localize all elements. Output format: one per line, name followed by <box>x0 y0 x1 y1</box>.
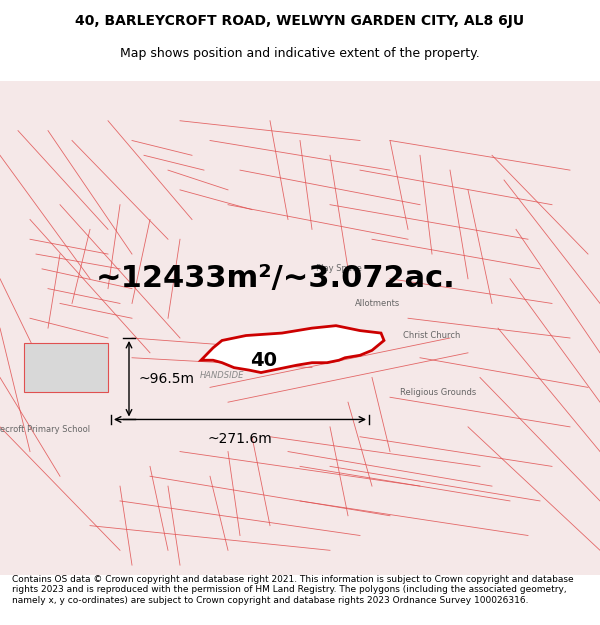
Text: Religious Grounds: Religious Grounds <box>400 388 476 397</box>
Text: 40, BARLEYCROFT ROAD, WELWYN GARDEN CITY, AL8 6JU: 40, BARLEYCROFT ROAD, WELWYN GARDEN CITY… <box>76 14 524 28</box>
Text: Christ Church: Christ Church <box>403 331 461 340</box>
Text: 40: 40 <box>251 351 277 370</box>
Text: ~96.5m: ~96.5m <box>138 372 194 386</box>
Polygon shape <box>201 326 384 372</box>
Text: Allotments: Allotments <box>355 299 401 308</box>
Text: Applecroft Primary School: Applecroft Primary School <box>0 425 91 434</box>
Text: Contains OS data © Crown copyright and database right 2021. This information is : Contains OS data © Crown copyright and d… <box>12 575 574 605</box>
Text: ~12433m²/~3.072ac.: ~12433m²/~3.072ac. <box>96 264 456 293</box>
FancyBboxPatch shape <box>24 343 108 392</box>
Text: Play Space: Play Space <box>316 264 362 273</box>
Text: ~271.6m: ~271.6m <box>208 432 272 446</box>
Text: HANDSIDE: HANDSIDE <box>200 371 244 379</box>
Text: Map shows position and indicative extent of the property.: Map shows position and indicative extent… <box>120 48 480 61</box>
